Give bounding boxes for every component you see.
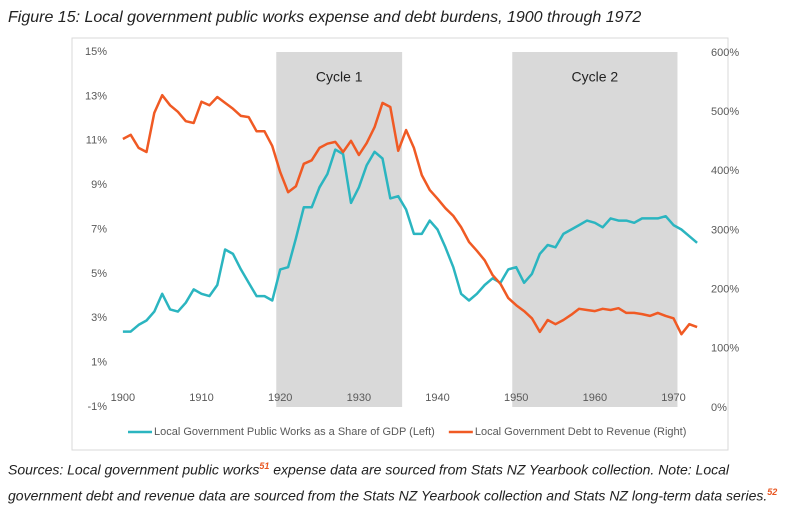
y2-tick-label: 0% [711,402,727,414]
source-text: expense data are sourced from Stats NZ Y… [8,461,768,504]
period-label: Cycle 2 [572,69,619,85]
source-note: Sources: Local government public works51… [8,455,798,506]
y2-tick-label: 600% [711,47,739,59]
chart-title: Figure 15: Local government public works… [8,9,642,26]
x-tick-label: 1900 [111,392,135,404]
y2-tick-label: 300% [711,224,739,236]
y-tick-label: 15% [85,46,107,58]
y2-tick-label: 100% [711,343,739,355]
y-tick-label: 11% [86,135,107,147]
x-tick-label: 1970 [661,392,685,404]
y-tick-label: 3% [91,312,107,324]
shaded-period [512,52,678,407]
source-text: Sources: Local government public works [8,461,260,478]
shaded-period [276,52,403,407]
footnote-ref: 52 [767,486,778,497]
y2-tick-label: 200% [711,284,739,296]
legend-label: Local Government Debt to Revenue (Right) [475,426,687,438]
y-tick-label: 1% [91,357,107,369]
y-tick-label: 13% [85,90,107,102]
period-label: Cycle 1 [316,69,363,85]
y-tick-label: 9% [91,179,107,191]
x-tick-label: 1950 [504,392,528,404]
y-tick-label: 7% [91,223,107,235]
y2-tick-label: 500% [711,106,739,118]
x-tick-label: 1930 [347,392,371,404]
x-tick-label: 1920 [268,392,292,404]
footnote-ref: 51 [259,461,270,471]
chart-frame [71,37,729,451]
data-line [122,148,698,333]
data-line [122,93,698,336]
y-tick-label: 5% [91,268,107,280]
chart: Cycle 1 Cycle 2 -1% 1% 3% 5% 7% 9% 11% 13% 15% 0% 10… [71,37,739,451]
x-tick-label: 1960 [583,392,607,404]
x-tick-label: 1940 [425,392,449,404]
x-tick-label: 1910 [189,392,213,404]
legend-label: Local Government Public Works as a Share… [154,426,435,438]
y-tick-label: -1% [87,401,107,413]
y2-tick-label: 400% [711,165,739,177]
